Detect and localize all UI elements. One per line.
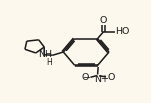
Text: NH: NH [38, 50, 52, 59]
Text: H: H [47, 58, 52, 67]
Text: N: N [94, 75, 101, 84]
Text: +: + [100, 74, 108, 84]
Text: O: O [107, 73, 114, 82]
Text: O: O [100, 16, 107, 25]
Text: −: − [83, 72, 91, 81]
Text: O: O [82, 73, 89, 82]
Text: HO: HO [116, 27, 130, 36]
